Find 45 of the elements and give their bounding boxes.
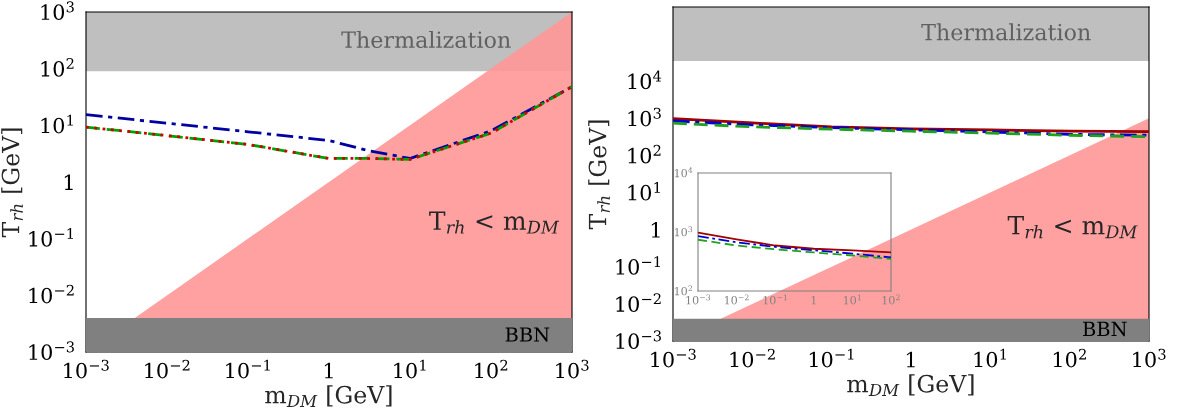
line-series	[698, 231, 891, 254]
y-tick-label: 10$^{2}$	[41, 58, 74, 77]
y-tick-label: 10$^{3}$	[41, 1, 74, 21]
y-tick-label: 10$^{2}$	[674, 285, 693, 296]
x-tick-label: 10$^{1}$	[394, 359, 426, 379]
x-tick-label: 10$^{−2}$	[724, 294, 749, 305]
y-tick-label: 1	[64, 174, 73, 190]
x-axis-title: m$_{DM}$ [GeV]	[847, 374, 974, 396]
x-tick-label: 10$^{2}$	[1053, 348, 1086, 368]
band-label: Thermalization	[921, 23, 1091, 41]
x-tick-label: 10$^{3}$	[556, 359, 589, 379]
band-label: Thermalization	[341, 30, 511, 49]
y-tick-label: 10$^{−3}$	[616, 330, 661, 350]
x-tick-label: 10$^{1}$	[843, 294, 861, 305]
x-tick-label: 10$^{−3}$	[686, 294, 711, 305]
x-tick-label: 10$^{−3}$	[64, 359, 109, 379]
x-tick-label: 10$^{3}$	[1133, 348, 1166, 368]
x-tick-label: 10$^{−1}$	[226, 359, 270, 379]
x-tick-label: 10$^{−1}$	[809, 348, 854, 368]
x-tick-label: 10$^{2}$	[475, 359, 508, 379]
band-label: BBN	[505, 327, 550, 342]
x-tick-label: 10$^{2}$	[882, 294, 900, 305]
x-tick-label: 10$^{−2}$	[145, 359, 190, 379]
annotation: T$_{rh}$ < m$_{DM}$	[429, 211, 560, 234]
x-tick-label: 10$^{1}$	[974, 348, 1006, 368]
x-tick-label: 1	[906, 351, 915, 368]
x-tick-label: 1	[811, 296, 816, 305]
y-tick-label: 10$^{1}$	[41, 114, 73, 134]
x-tick-label: 1	[324, 362, 333, 379]
y-tick-label: 10$^{−1}$	[29, 228, 73, 247]
y-tick-label: 10$^{3}$	[628, 107, 661, 127]
y-tick-label: 10$^{2}$	[628, 144, 661, 164]
x-tick-label: 10$^{−2}$	[730, 348, 775, 368]
y-tick-label: 10$^{4}$	[628, 70, 662, 90]
y-tick-label: 1	[651, 222, 660, 238]
y-axis-title: T$_{rh}$ [GeV]	[588, 120, 610, 230]
band-label: BBN	[1083, 321, 1127, 337]
y-tick-label: 10$^{1}$	[628, 181, 660, 201]
y-axis-title: T$_{rh}$ [GeV]	[1, 128, 23, 238]
annotation: T$_{rh}$ < m$_{DM}$	[1007, 216, 1138, 239]
y-tick-label: 10$^{−1}$	[616, 256, 660, 275]
y-tick-label: 10$^{4}$	[674, 167, 693, 178]
x-axis-title: m$_{DM}$ [GeV]	[265, 385, 392, 407]
y-tick-label: 10$^{3}$	[674, 226, 693, 237]
x-tick-label: 10$^{−1}$	[763, 294, 787, 305]
